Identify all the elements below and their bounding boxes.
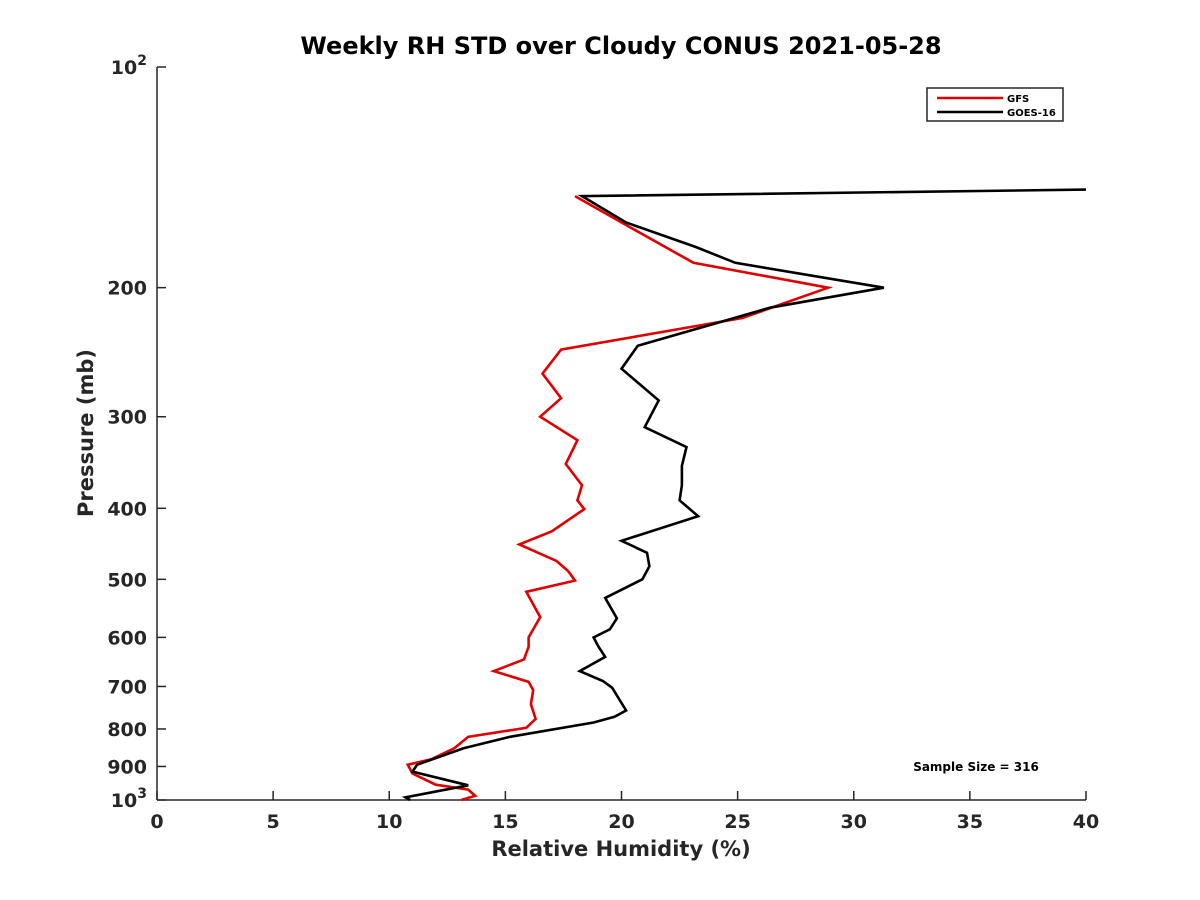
x-axis-label: Relative Humidity (%) (491, 837, 750, 861)
x-tick-label: 10 (376, 811, 402, 833)
y-tick-label: 800 (107, 719, 147, 741)
y-tick-label: 700 (107, 676, 147, 698)
x-tick-label: 40 (1073, 811, 1099, 833)
legend-box (926, 87, 1064, 122)
sample-size-annotation: Sample Size = 316 (913, 760, 1039, 774)
y-tick-label: 600 (107, 627, 147, 649)
y-tick-label: 900 (107, 756, 147, 778)
x-tick-label: 30 (841, 811, 867, 833)
y-tick-label: 102 (111, 53, 147, 79)
y-axis-label: Pressure (mb) (74, 349, 98, 517)
chart-title: Weekly RH STD over Cloudy CONUS 2021-05-… (300, 32, 941, 60)
y-tick-label: 400 (107, 498, 147, 520)
x-tick-label: 5 (267, 811, 280, 833)
x-tick-label: 0 (150, 811, 163, 833)
series-line-goes-16 (401, 188, 1087, 802)
series-line-gfs (405, 194, 834, 802)
legend: GFS GOES-16 (926, 87, 1064, 122)
y-tick-label: 500 (107, 569, 147, 591)
y-tick-label: 103 (111, 786, 147, 812)
legend-entry: GFS (1007, 94, 1029, 105)
x-tick-label: 15 (492, 811, 518, 833)
y-tick-label: 300 (107, 407, 147, 429)
plot-area: 0 5 10 15 20 25 30 35 40 102 200 300 400 500 600 700 800… (107, 53, 1099, 833)
x-tick-label: 25 (724, 811, 750, 833)
x-tick-label: 35 (957, 811, 983, 833)
x-tick-label: 20 (608, 811, 634, 833)
legend-entry: GOES-16 (1007, 108, 1056, 119)
y-tick-label: 200 (107, 278, 147, 300)
